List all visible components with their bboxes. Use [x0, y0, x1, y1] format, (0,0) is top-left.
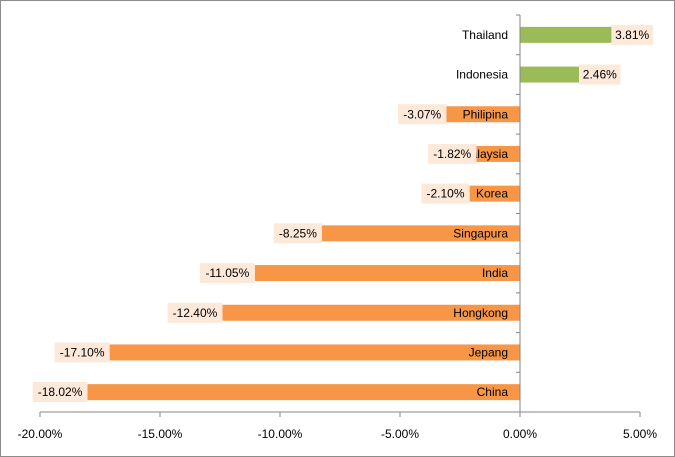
category-label-korea: Korea — [476, 187, 508, 201]
category-label-singapura: Singapura — [453, 226, 508, 240]
value-label-bg-singapura — [273, 223, 322, 244]
value-label-indonesia: 2.46% — [583, 68, 617, 82]
bar-thailand — [520, 26, 612, 43]
x-tick-label: 5.00% — [623, 427, 657, 441]
value-label-india: -11.05% — [205, 266, 249, 280]
value-label-bg-thailand — [611, 24, 653, 45]
x-tick-label: -20.00% — [18, 427, 63, 441]
bar-indonesia — [520, 66, 580, 83]
category-label-hongkong: Hongkong — [453, 306, 508, 320]
value-label-china: -18.02% — [38, 385, 83, 399]
category-label-thailand: Thailand — [462, 28, 508, 42]
category-label-india: India — [482, 266, 508, 280]
value-label-bg-philipina — [398, 104, 447, 125]
value-label-malaysia: -1.82% — [433, 147, 471, 161]
value-label-philipina: -3.07% — [403, 107, 441, 121]
value-label-singapura: -8.25% — [279, 226, 317, 240]
value-label-hongkong: -12.40% — [173, 306, 218, 320]
bar-korea — [469, 185, 520, 202]
x-tick-label: 0.00% — [503, 427, 537, 441]
category-label-china: China — [477, 385, 509, 399]
category-label-indonesia: Indonesia — [456, 68, 508, 82]
bar-malaysia — [476, 145, 520, 162]
value-label-bg-malaysia — [428, 143, 477, 164]
bar-hongkong — [222, 304, 520, 321]
value-label-jepang: -17.10% — [60, 345, 105, 359]
value-label-bg-india — [199, 263, 255, 284]
value-label-korea: -2.10% — [426, 187, 464, 201]
x-tick-label: -5.00% — [381, 427, 419, 441]
category-label-philipina: Philipina — [463, 107, 509, 121]
value-label-thailand: 3.81% — [615, 28, 649, 42]
value-label-bg-jepang — [54, 342, 110, 363]
value-label-bg-korea — [421, 183, 470, 204]
bar-philipina — [446, 106, 520, 123]
value-label-bg-china — [32, 382, 88, 403]
value-label-bg-indonesia — [579, 64, 621, 85]
bar-china — [87, 384, 521, 401]
x-tick-label: -15.00% — [138, 427, 183, 441]
bar-india — [254, 265, 521, 282]
category-label-jepang: Jepang — [469, 345, 508, 359]
value-label-bg-hongkong — [167, 302, 223, 323]
bar-singapura — [322, 225, 520, 242]
x-tick-label: -10.00% — [258, 427, 303, 441]
bar-jepang — [109, 344, 520, 361]
